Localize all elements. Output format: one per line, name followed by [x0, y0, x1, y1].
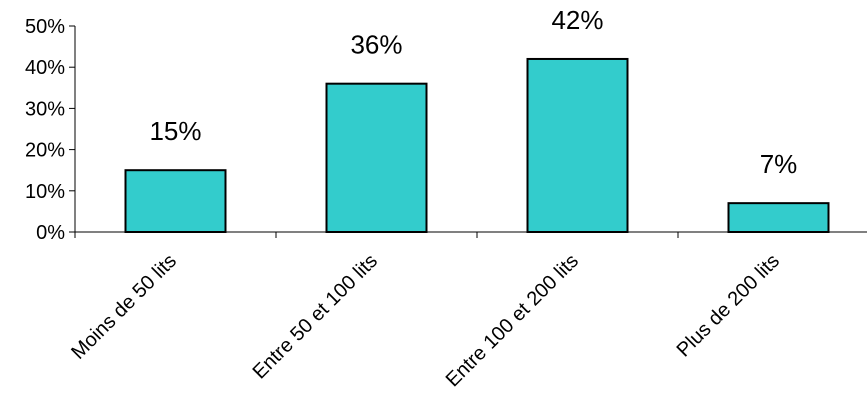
- y-tick-label: 30%: [25, 98, 65, 120]
- y-tick-label: 20%: [25, 140, 65, 162]
- data-label: 36%: [350, 30, 402, 60]
- category-label: Entre 100 et 200 lits: [442, 250, 583, 391]
- bar: [727, 202, 830, 234]
- bar: [124, 169, 227, 233]
- data-label: 15%: [149, 116, 201, 146]
- bar: [526, 57, 629, 233]
- category-label: Moins de 50 lits: [67, 250, 181, 364]
- data-label: 42%: [551, 5, 603, 35]
- y-tick-label: 50%: [25, 16, 65, 38]
- y-tick-label: 40%: [25, 57, 65, 79]
- data-label: 7%: [760, 149, 798, 179]
- bars: [124, 57, 830, 234]
- y-tick-label: 10%: [25, 181, 65, 203]
- y-tick-label: 0%: [36, 222, 65, 244]
- category-label: Entre 50 et 100 lits: [249, 250, 382, 383]
- category-label: Plus de 200 lits: [673, 250, 784, 361]
- bar: [325, 82, 428, 234]
